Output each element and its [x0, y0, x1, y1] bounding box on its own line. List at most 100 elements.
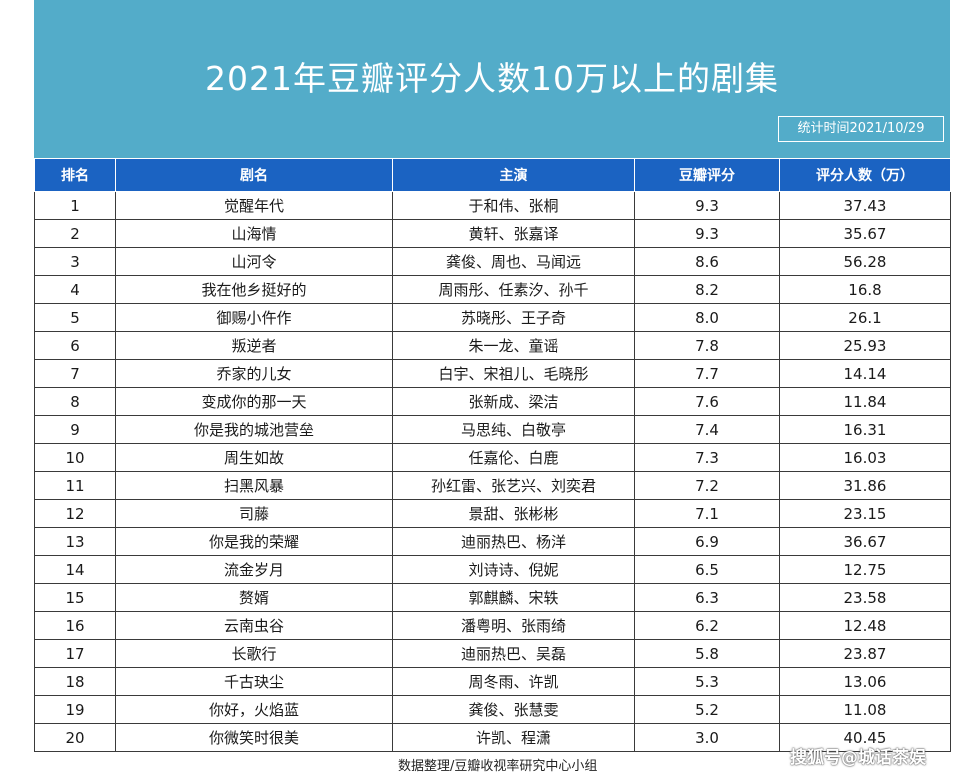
score-cell: 7.2 [634, 471, 780, 500]
column-header-score: 豆瓣评分 [634, 158, 780, 192]
title-cell: 叛逆者 [115, 331, 393, 360]
raters-cell: 36.67 [779, 527, 951, 556]
title-cell: 你是我的荣耀 [115, 527, 393, 556]
watermark: 搜狐号@城话茶娱 [790, 748, 926, 768]
title-cell: 你是我的城池营垒 [115, 415, 393, 444]
score-cell: 7.6 [634, 387, 780, 416]
table-row: 16 云南虫谷 潘粤明、张雨绮 6.2 12.48 [34, 611, 951, 640]
cast-cell: 马思纯、白敬亭 [392, 415, 635, 444]
score-cell: 6.9 [634, 527, 780, 556]
table-row: 17 长歌行 迪丽热巴、吴磊 5.8 23.87 [34, 639, 951, 668]
rank-cell: 17 [34, 639, 116, 668]
raters-cell: 35.67 [779, 219, 951, 248]
raters-cell: 26.1 [779, 303, 951, 332]
score-cell: 5.2 [634, 695, 780, 724]
title-cell: 变成你的那一天 [115, 387, 393, 416]
table-row: 13 你是我的荣耀 迪丽热巴、杨洋 6.9 36.67 [34, 527, 951, 556]
score-cell: 9.3 [634, 191, 780, 220]
rank-cell: 13 [34, 527, 116, 556]
raters-cell: 25.93 [779, 331, 951, 360]
table-row: 7 乔家的儿女 白宇、宋祖儿、毛晓彤 7.7 14.14 [34, 359, 951, 388]
rank-cell: 9 [34, 415, 116, 444]
rank-cell: 10 [34, 443, 116, 472]
table-row: 10 周生如故 任嘉伦、白鹿 7.3 16.03 [34, 443, 951, 472]
cast-cell: 潘粤明、张雨绮 [392, 611, 635, 640]
data-source-note: 数据整理/豆瓣收视率研究中心小组 [398, 759, 598, 774]
raters-cell: 14.14 [779, 359, 951, 388]
title-cell: 司藤 [115, 499, 393, 528]
table-row: 9 你是我的城池营垒 马思纯、白敬亭 7.4 16.31 [34, 415, 951, 444]
title-banner: 2021年豆瓣评分人数10万以上的剧集 统计时间2021/10/29 [34, 0, 950, 158]
raters-cell: 16.03 [779, 443, 951, 472]
column-header-rank: 排名 [34, 158, 116, 192]
ranking-table: 排名 剧名 主演 豆瓣评分 评分人数（万） 1 觉醒年代 于和伟、张桐 9.3 37.4… [34, 158, 951, 752]
raters-cell: 12.48 [779, 611, 951, 640]
raters-cell: 16.31 [779, 415, 951, 444]
rank-cell: 14 [34, 555, 116, 584]
table-row: 12 司藤 景甜、张彬彬 7.1 23.15 [34, 499, 951, 528]
title-cell: 御赐小仵作 [115, 303, 393, 332]
score-cell: 7.8 [634, 331, 780, 360]
stat-time-label: 统计时间2021/10/29 [778, 116, 944, 142]
table-row: 5 御赐小仵作 苏晓彤、王子奇 8.0 26.1 [34, 303, 951, 332]
rank-cell: 15 [34, 583, 116, 612]
raters-cell: 37.43 [779, 191, 951, 220]
raters-cell: 11.08 [779, 695, 951, 724]
rank-cell: 20 [34, 723, 116, 752]
title-cell: 我在他乡挺好的 [115, 275, 393, 304]
rank-cell: 5 [34, 303, 116, 332]
title-cell: 扫黑风暴 [115, 471, 393, 500]
table-header-row: 排名 剧名 主演 豆瓣评分 评分人数（万） [34, 158, 951, 192]
title-cell: 赘婿 [115, 583, 393, 612]
title-cell: 你微笑时很美 [115, 723, 393, 752]
cast-cell: 龚俊、周也、马闻远 [392, 247, 635, 276]
cast-cell: 许凯、程潇 [392, 723, 635, 752]
score-cell: 8.0 [634, 303, 780, 332]
table-row: 2 山海情 黄轩、张嘉译 9.3 35.67 [34, 219, 951, 248]
title-cell: 长歌行 [115, 639, 393, 668]
score-cell: 6.2 [634, 611, 780, 640]
cast-cell: 周冬雨、许凯 [392, 667, 635, 696]
rank-cell: 12 [34, 499, 116, 528]
rank-cell: 2 [34, 219, 116, 248]
rank-cell: 3 [34, 247, 116, 276]
rank-cell: 8 [34, 387, 116, 416]
cast-cell: 朱一龙、童谣 [392, 331, 635, 360]
table-row: 15 赘婿 郭麒麟、宋轶 6.3 23.58 [34, 583, 951, 612]
cast-cell: 迪丽热巴、杨洋 [392, 527, 635, 556]
table-row: 6 叛逆者 朱一龙、童谣 7.8 25.93 [34, 331, 951, 360]
cast-cell: 迪丽热巴、吴磊 [392, 639, 635, 668]
raters-cell: 23.15 [779, 499, 951, 528]
title-cell: 你好，火焰蓝 [115, 695, 393, 724]
rank-cell: 1 [34, 191, 116, 220]
score-cell: 3.0 [634, 723, 780, 752]
rank-cell: 7 [34, 359, 116, 388]
table-row: 18 千古玦尘 周冬雨、许凯 5.3 13.06 [34, 667, 951, 696]
title-cell: 乔家的儿女 [115, 359, 393, 388]
column-header-title: 剧名 [115, 158, 393, 192]
table-row: 20 你微笑时很美 许凯、程潇 3.0 40.45 [34, 723, 951, 752]
cast-cell: 孙红雷、张艺兴、刘奕君 [392, 471, 635, 500]
rank-cell: 6 [34, 331, 116, 360]
score-cell: 8.2 [634, 275, 780, 304]
title-cell: 流金岁月 [115, 555, 393, 584]
cast-cell: 龚俊、张慧雯 [392, 695, 635, 724]
cast-cell: 于和伟、张桐 [392, 191, 635, 220]
page-title: 2021年豆瓣评分人数10万以上的剧集 [205, 59, 779, 98]
raters-cell: 23.58 [779, 583, 951, 612]
score-cell: 7.1 [634, 499, 780, 528]
score-cell: 6.5 [634, 555, 780, 584]
cast-cell: 刘诗诗、倪妮 [392, 555, 635, 584]
table-row: 8 变成你的那一天 张新成、梁洁 7.6 11.84 [34, 387, 951, 416]
rank-cell: 4 [34, 275, 116, 304]
cast-cell: 张新成、梁洁 [392, 387, 635, 416]
title-cell: 山海情 [115, 219, 393, 248]
table-row: 14 流金岁月 刘诗诗、倪妮 6.5 12.75 [34, 555, 951, 584]
rank-cell: 11 [34, 471, 116, 500]
cast-cell: 任嘉伦、白鹿 [392, 443, 635, 472]
cast-cell: 黄轩、张嘉译 [392, 219, 635, 248]
score-cell: 7.3 [634, 443, 780, 472]
title-cell: 云南虫谷 [115, 611, 393, 640]
raters-cell: 31.86 [779, 471, 951, 500]
rank-cell: 18 [34, 667, 116, 696]
